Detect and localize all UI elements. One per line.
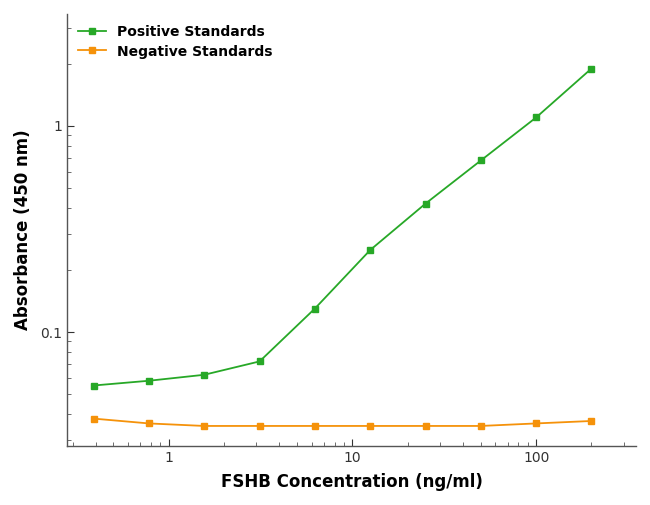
Y-axis label: Absorbance (450 nm): Absorbance (450 nm) xyxy=(14,130,32,330)
Negative Standards xyxy=(532,420,540,426)
Positive Standards xyxy=(477,158,485,164)
Positive Standards xyxy=(200,372,208,378)
Positive Standards xyxy=(422,200,430,207)
Positive Standards xyxy=(588,66,595,72)
Negative Standards xyxy=(311,423,318,429)
Negative Standards xyxy=(255,423,263,429)
Positive Standards xyxy=(255,359,263,365)
Legend: Positive Standards, Negative Standards: Positive Standards, Negative Standards xyxy=(74,21,277,63)
Negative Standards xyxy=(200,423,208,429)
Positive Standards xyxy=(532,115,540,121)
Negative Standards xyxy=(422,423,430,429)
Line: Positive Standards: Positive Standards xyxy=(91,66,594,388)
Positive Standards xyxy=(311,306,318,312)
Negative Standards xyxy=(588,418,595,424)
Negative Standards xyxy=(477,423,485,429)
Positive Standards xyxy=(145,378,153,384)
Negative Standards xyxy=(90,416,97,422)
Line: Negative Standards: Negative Standards xyxy=(91,416,594,429)
Positive Standards xyxy=(90,382,97,388)
Negative Standards xyxy=(145,420,153,426)
Positive Standards xyxy=(367,247,374,253)
X-axis label: FSHB Concentration (ng/ml): FSHB Concentration (ng/ml) xyxy=(220,473,482,491)
Negative Standards xyxy=(367,423,374,429)
